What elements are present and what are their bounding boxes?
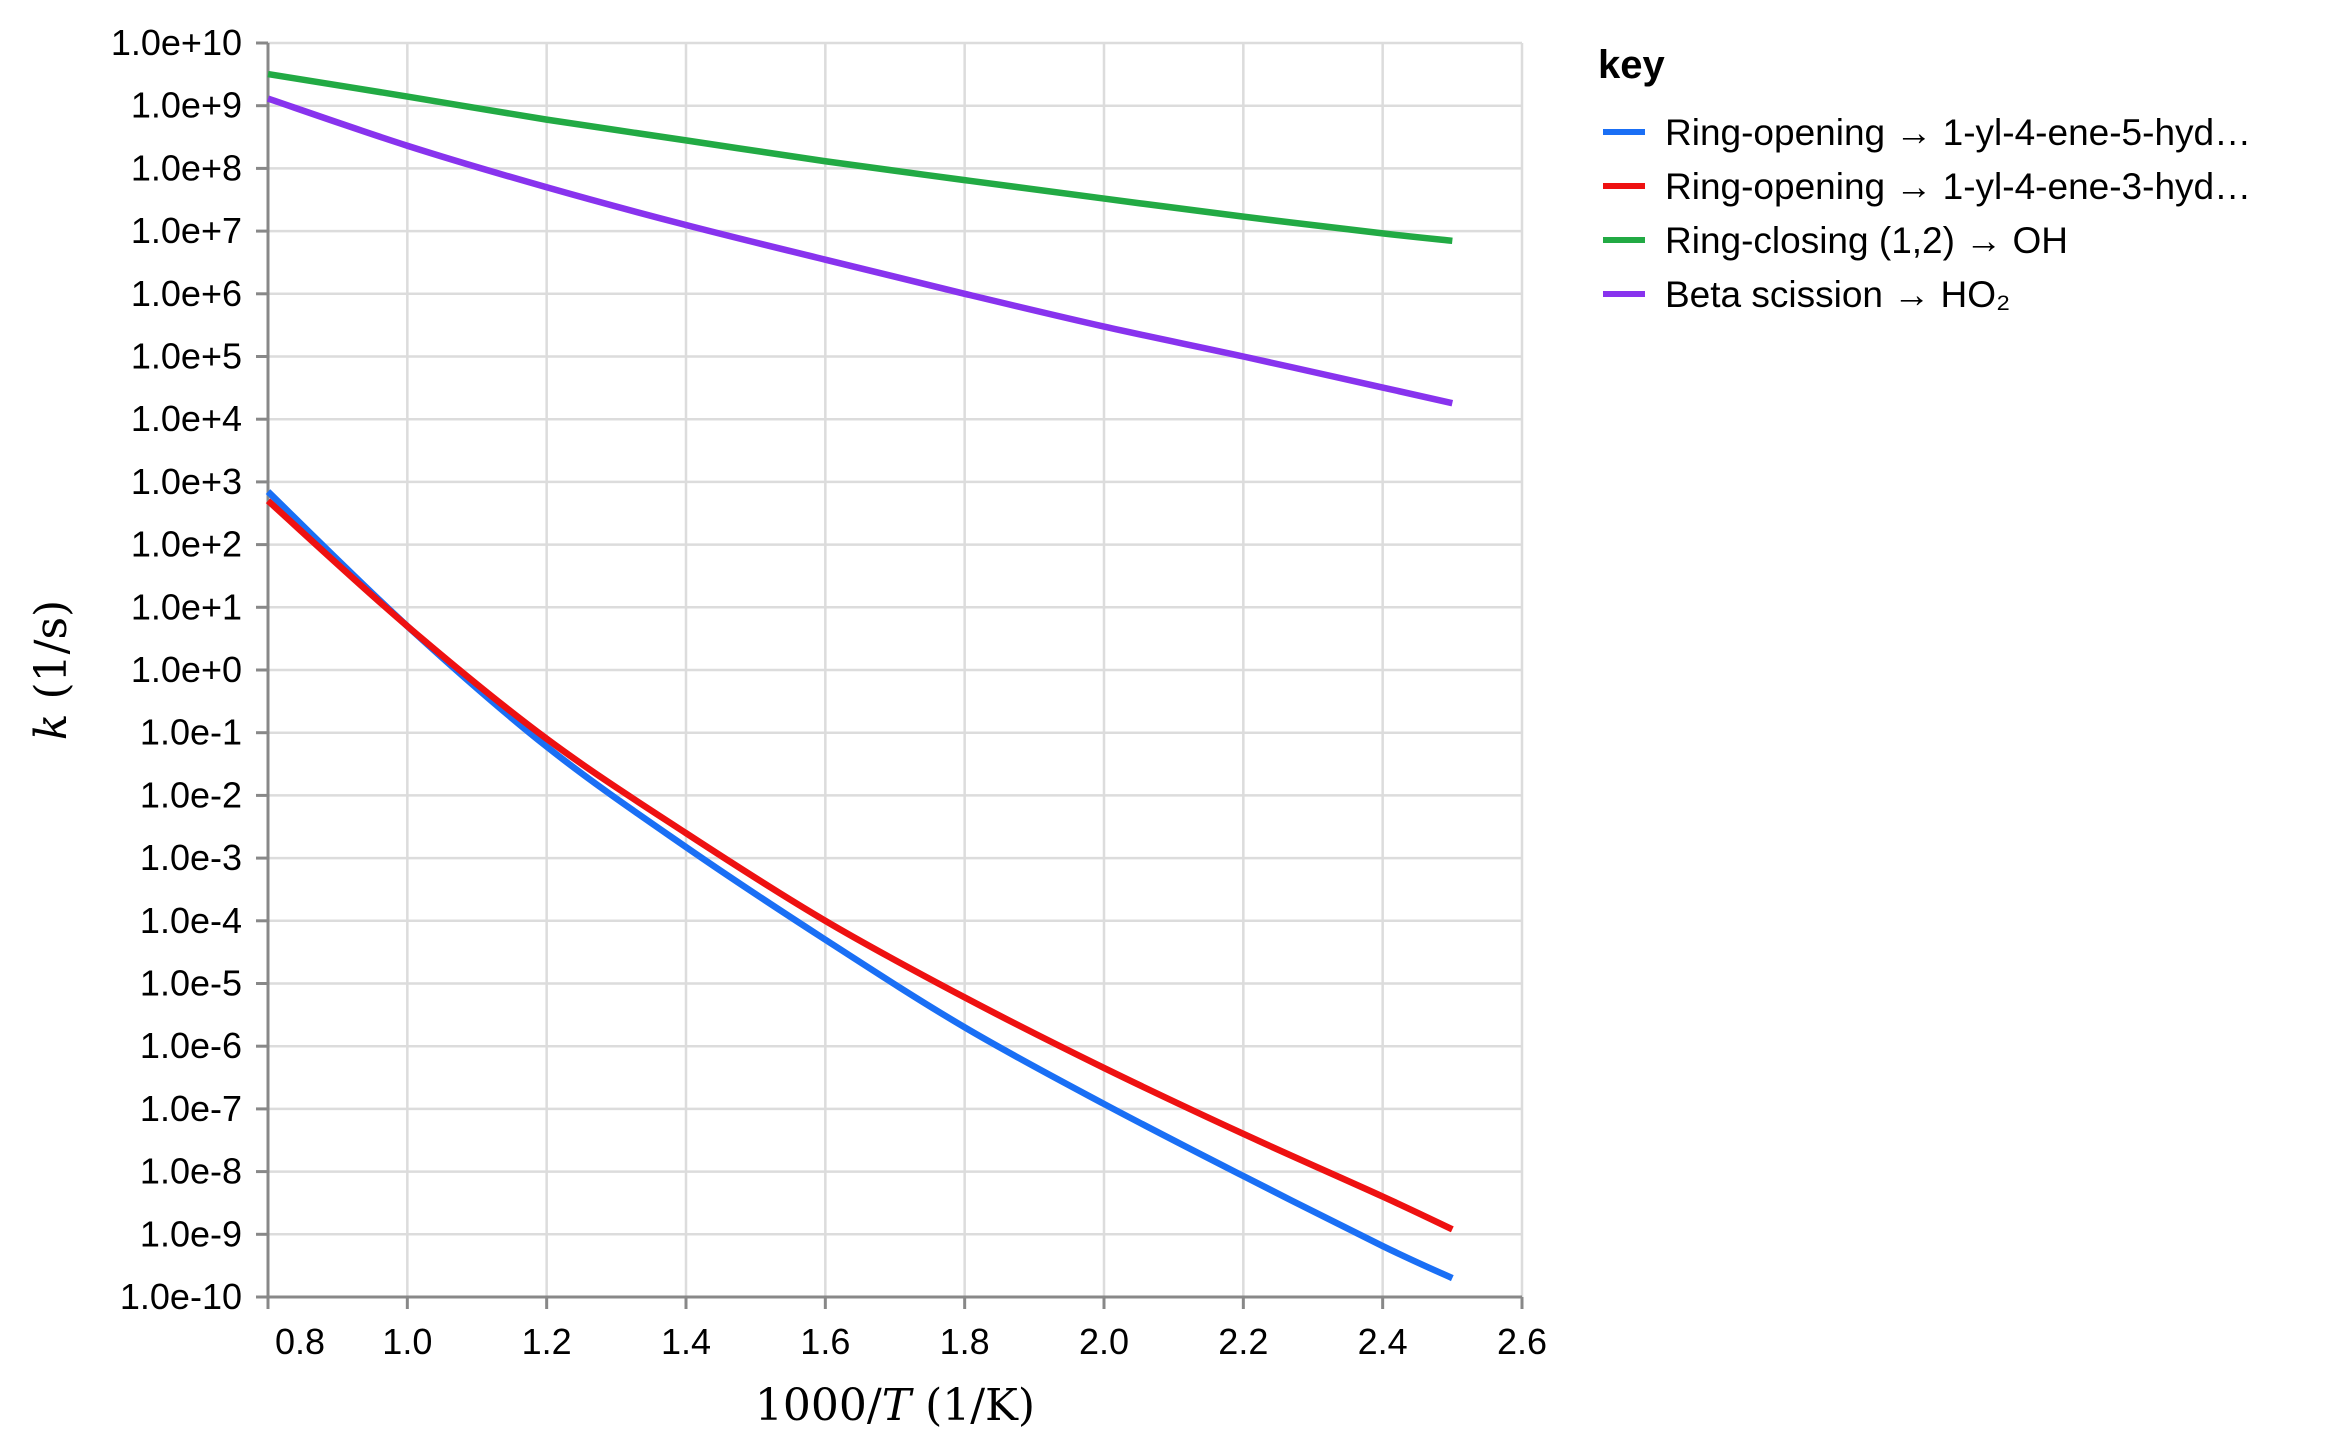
series-lines [265,70,1454,1282]
legend: Ring-opening → 1-yl-4-ene-5-hyd… Ring-ope… [1603,112,2251,315]
y-tick-label: 1.0e+10 [111,22,242,63]
y-tick-label: 1.0e+7 [131,210,242,251]
y-tick-label: 1.0e+6 [131,273,242,314]
y-axis-title: k (1/s) [26,600,77,740]
axes [256,41,1524,1309]
x-tick-label: 2.0 [1079,1321,1129,1362]
y-tick-label: 1.0e-1 [140,712,242,753]
y-tick-label: 1.0e-6 [140,1025,242,1066]
x-tick-label: 1.0 [382,1321,432,1362]
series-line-4 [266,95,1454,407]
y-tick-label: 1.0e-9 [140,1213,242,1254]
legend-label: Beta scission → HO₂ [1665,274,2010,315]
y-tick-labels: 1.0e+10 1.0e+9 1.0e+8 1.0e+7 1.0e+6 1.0e+5 1.0… [111,22,242,1317]
y-tick-label: 1.0e-8 [140,1151,242,1192]
x-tick-label: 1.6 [800,1321,850,1362]
series-line-1 [265,489,1454,1282]
x-tick-labels: 0.8 1.0 1.2 1.4 1.6 1.8 2.0 2.2 2.4 2.6 [275,1321,1547,1362]
legend-label: Ring-opening → 1-yl-4-ene-5-hyd… [1665,112,2251,153]
x-tick-label: 0.8 [275,1321,325,1362]
x-tick-label: 2.6 [1497,1321,1547,1362]
y-tick-label: 1.0e+8 [131,147,242,188]
y-tick-label: 1.0e+3 [131,461,242,502]
y-tick-label: 1.0e+9 [131,85,242,126]
y-tick-label: 1.0e-10 [120,1276,242,1317]
x-tick-label: 2.4 [1358,1321,1408,1362]
y-tick-label: 1.0e+2 [131,524,242,565]
y-tick-label: 1.0e+4 [131,398,242,439]
y-tick-label: 1.0e-7 [140,1088,242,1129]
x-tick-label: 1.2 [522,1321,572,1362]
legend-label: Ring-closing (1,2) → OH [1665,220,2068,261]
x-tick-label: 2.2 [1218,1321,1268,1362]
series-line-2 [265,498,1454,1233]
y-tick-label: 1.0e-3 [140,837,242,878]
y-tick-label: 1.0e-4 [140,900,242,941]
y-tick-label: 1.0e-2 [140,774,242,815]
y-tick-label: 1.0e+5 [131,336,242,377]
y-tick-label: 1.0e+0 [131,649,242,690]
y-tick-label: 1.0e-5 [140,963,242,1004]
legend-title: key [1598,43,1665,87]
x-axis-title: 1000/T (1/K) [755,1380,1035,1431]
series-line-3 [267,70,1453,245]
x-tick-label: 1.4 [661,1321,711,1362]
legend-label: Ring-opening → 1-yl-4-ene-3-hyd… [1665,166,2251,207]
x-tick-label: 1.8 [940,1321,990,1362]
y-tick-label: 1.0e+1 [131,586,242,627]
